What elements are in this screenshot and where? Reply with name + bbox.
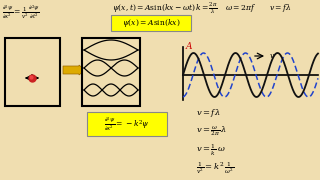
Text: $\frac{\partial^2 \psi}{\partial x^2} = \frac{1}{v^2}\frac{\partial^2 \psi}{\par: $\frac{\partial^2 \psi}{\partial x^2} = … bbox=[2, 3, 40, 21]
Text: $\frac{1}{v^2} = k^2\,\frac{1}{\omega^2}$: $\frac{1}{v^2} = k^2\,\frac{1}{\omega^2}… bbox=[196, 161, 234, 176]
FancyBboxPatch shape bbox=[87, 112, 167, 136]
Text: $v = f\lambda$: $v = f\lambda$ bbox=[269, 2, 292, 14]
Text: $v = \frac{\omega}{2\pi}\,\lambda$: $v = \frac{\omega}{2\pi}\,\lambda$ bbox=[196, 125, 228, 138]
Text: $\frac{\partial^2 \psi}{\partial x^2} = -k^2\psi$: $\frac{\partial^2 \psi}{\partial x^2} = … bbox=[104, 115, 150, 133]
Text: $A$: $A$ bbox=[185, 40, 194, 51]
Text: $\omega = 2\pi f$: $\omega = 2\pi f$ bbox=[225, 2, 256, 14]
FancyBboxPatch shape bbox=[111, 15, 191, 31]
Bar bbox=[5, 38, 60, 106]
Text: $\psi(x,t) = A\sin(kx - \omega t)$: $\psi(x,t) = A\sin(kx - \omega t)$ bbox=[112, 2, 196, 14]
FancyArrow shape bbox=[63, 65, 85, 75]
Text: $v = f\lambda$: $v = f\lambda$ bbox=[196, 107, 220, 119]
Bar bbox=[82, 38, 140, 106]
Text: $v = \frac{1}{k}\,\omega$: $v = \frac{1}{k}\,\omega$ bbox=[196, 143, 226, 158]
Text: $\psi(x) = A\sin(kx)$: $\psi(x) = A\sin(kx)$ bbox=[122, 17, 180, 29]
Text: $k = \frac{2\pi}{\lambda}$: $k = \frac{2\pi}{\lambda}$ bbox=[195, 2, 218, 17]
Text: $v$: $v$ bbox=[269, 52, 275, 60]
